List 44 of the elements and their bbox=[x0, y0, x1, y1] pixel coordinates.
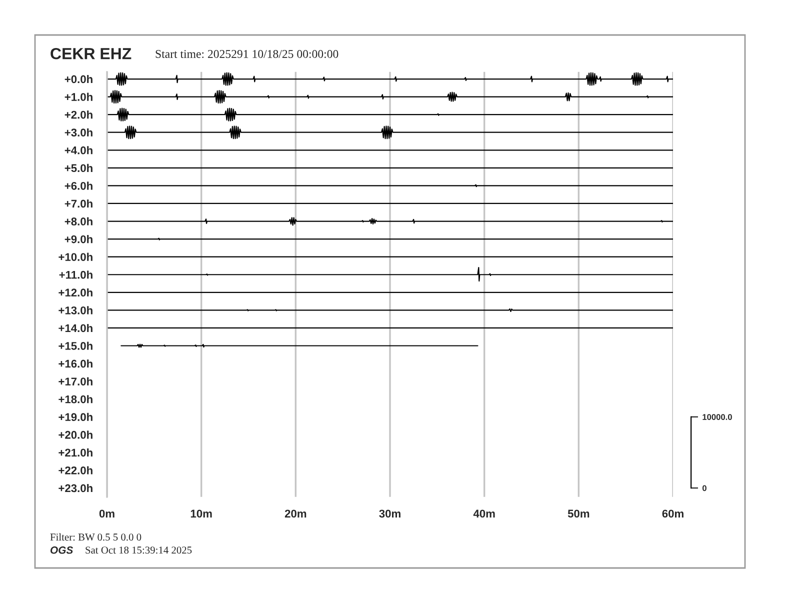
x-tick-label: 60m bbox=[662, 510, 684, 518]
text: Sat Oct 18 15:39:14 2025 bbox=[86, 546, 192, 554]
y-tick-label: +0.0h bbox=[64, 74, 92, 84]
y-tick-label: +19.0h bbox=[58, 412, 92, 422]
y-tick-label: +10.0h bbox=[58, 252, 92, 261]
line-series bbox=[107, 217, 673, 226]
y-tick-label: +2.0h bbox=[64, 110, 92, 119]
y-tick-label: +14.0h bbox=[58, 324, 92, 332]
y-tick-label: +5.0h bbox=[64, 164, 92, 172]
x-tick-label: 30m bbox=[379, 510, 400, 518]
y-tick-label: +3.0h bbox=[64, 128, 92, 137]
x-tick-label: 20m bbox=[284, 510, 306, 518]
text: Filter: BW 0.5 5 0.0 0 bbox=[50, 533, 142, 541]
line-series bbox=[107, 126, 673, 140]
x-tick-label: 50m bbox=[568, 510, 590, 518]
y-tick-label: +1.0h bbox=[64, 92, 92, 101]
y-tick-label: +12.0h bbox=[58, 288, 92, 297]
y-tick-label: +17.0h bbox=[58, 377, 92, 386]
y2-tick-label: 10000.0 bbox=[702, 414, 732, 420]
y-tick-label: +18.0h bbox=[58, 395, 92, 404]
y-tick-label: +7.0h bbox=[64, 199, 92, 208]
y-tick-label: +4.0h bbox=[64, 146, 92, 154]
y2-tick-label: 0 bbox=[702, 485, 706, 492]
y-tick-label: +22.0h bbox=[58, 466, 92, 474]
line-series bbox=[107, 90, 673, 104]
y-tick-label: +13.0h bbox=[58, 306, 92, 314]
line-series bbox=[107, 72, 673, 86]
line-series bbox=[107, 108, 673, 122]
y-tick-label: +11.0h bbox=[59, 270, 92, 279]
y-tick-label: +8.0h bbox=[64, 217, 92, 226]
y-tick-label: +9.0h bbox=[64, 235, 92, 244]
y-tick-label: +15.0h bbox=[58, 342, 92, 350]
chart-subtitle: Start time: 2025291 10/18/25 00:00:00 bbox=[156, 50, 338, 58]
y-tick-label: +16.0h bbox=[58, 360, 92, 368]
y-tick-label: +23.0h bbox=[58, 484, 92, 492]
x-tick-label: 10m bbox=[190, 510, 212, 518]
text: OGS bbox=[50, 546, 74, 554]
x-tick-label: 0m bbox=[99, 510, 114, 518]
y-tick-label: +20.0h bbox=[58, 430, 92, 439]
x-tick-label: 40m bbox=[473, 510, 495, 518]
line-series bbox=[107, 266, 673, 282]
y-tick-label: +21.0h bbox=[58, 448, 92, 457]
chart-title: CEKR EHZ bbox=[50, 48, 132, 60]
y-tick-label: +6.0h bbox=[64, 182, 92, 190]
